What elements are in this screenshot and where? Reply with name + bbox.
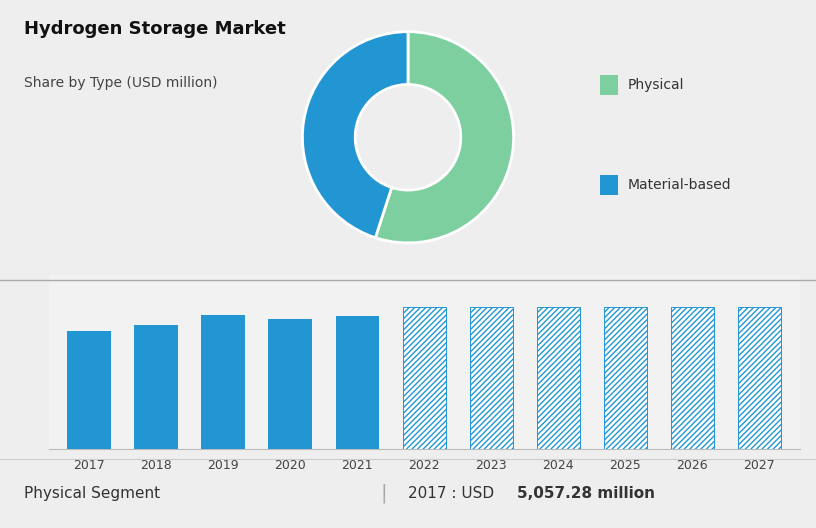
Text: Physical: Physical (628, 78, 684, 92)
Bar (738, 307, 781, 449)
Bar (671, 307, 714, 449)
Text: Physical Segment: Physical Segment (24, 486, 161, 501)
Bar (202, 315, 245, 449)
Text: Material-based: Material-based (628, 178, 731, 192)
Text: Hydrogen Storage Market: Hydrogen Storage Market (24, 20, 286, 37)
Bar (537, 307, 580, 449)
Bar (135, 325, 178, 449)
Text: 2017 : USD: 2017 : USD (408, 486, 503, 501)
Bar (268, 319, 312, 449)
Bar (68, 331, 111, 449)
Wedge shape (303, 32, 408, 238)
Wedge shape (375, 32, 513, 243)
Bar (604, 307, 647, 449)
Text: 5,057.28 million: 5,057.28 million (517, 486, 655, 501)
Text: Share by Type (USD million): Share by Type (USD million) (24, 76, 218, 90)
Text: |: | (380, 484, 387, 503)
Bar (335, 316, 379, 449)
Bar (402, 307, 446, 449)
Bar (469, 307, 513, 449)
